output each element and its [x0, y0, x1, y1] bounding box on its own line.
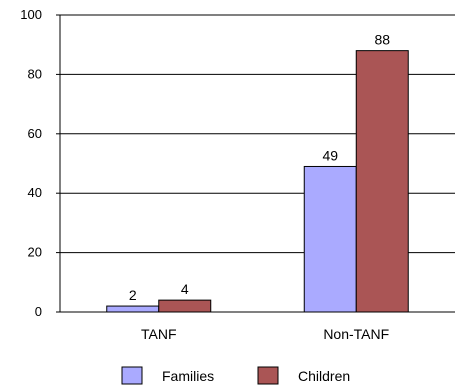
y-axis: 0 20 40 60 80 100: [20, 7, 61, 319]
bar-families-non-tanf: [303, 165, 357, 313]
data-label-families-non-tanf: 49: [322, 147, 338, 163]
legend: Families Children: [121, 366, 350, 385]
x-category-label-tanf: TANF: [141, 326, 177, 342]
legend-swatch-families: [121, 366, 143, 385]
legend-swatch-children: [257, 366, 279, 385]
x-axis: TANF Non-TANF: [60, 311, 455, 342]
y-tick-label-60: 60: [28, 126, 42, 141]
legend-label-families: Families: [162, 368, 214, 384]
y-tick-label-0: 0: [35, 304, 42, 319]
y-tick-label-40: 40: [28, 185, 42, 200]
y-tick-label-20: 20: [28, 245, 42, 260]
bar-children-tanf: [158, 299, 212, 313]
bar-children-non-tanf: [355, 50, 409, 313]
data-label-children-tanf: 4: [181, 281, 189, 297]
bar-families-tanf: [106, 305, 160, 313]
data-label-families-tanf: 2: [129, 287, 137, 303]
y-tick-label-80: 80: [28, 66, 42, 81]
y-tick-label-100: 100: [20, 7, 42, 22]
bars: 2 4 49 88: [106, 32, 409, 313]
legend-label-children: Children: [298, 368, 350, 384]
x-category-label-non-tanf: Non-TANF: [323, 326, 389, 342]
data-label-children-non-tanf: 88: [374, 32, 390, 48]
